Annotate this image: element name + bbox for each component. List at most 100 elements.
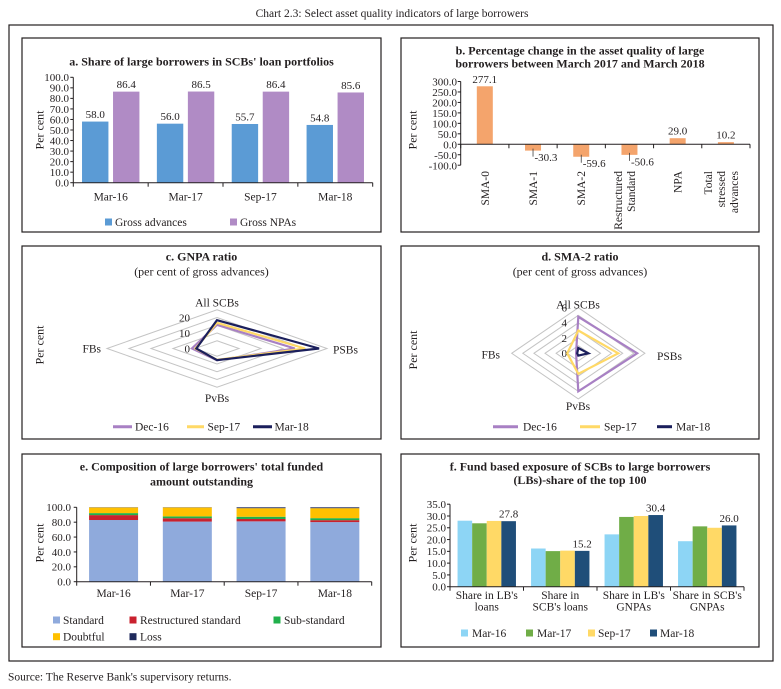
legend-label: Sep-17 (598, 628, 631, 640)
radar-gridline (510, 307, 646, 400)
source-note: Source: The Reserve Bank's supervisory r… (8, 672, 232, 684)
y-tick-label: 30.0 (50, 146, 70, 158)
y-tick-label: 20.0 (50, 156, 70, 168)
legend-swatch-standard (53, 616, 60, 624)
bar-standard (236, 521, 286, 582)
legend-label: Restructured standard (140, 615, 241, 627)
bar-mar-17 (472, 523, 487, 587)
x-category-label: Mar-18 (318, 588, 353, 600)
y-tick-label: 80.0 (52, 517, 72, 529)
y-tick-label: 100.0 (46, 502, 71, 514)
y-tick-label: 150.0 (432, 108, 457, 120)
x-category-label: SMA-2 (576, 171, 588, 206)
legend-label: Doubtful (63, 632, 105, 644)
data-label: 54.8 (310, 112, 330, 124)
x-category-label: Total (703, 171, 715, 194)
x-category-label: Sep-17 (245, 588, 278, 600)
x-category-label: advances (729, 170, 741, 213)
radar-tick-label: 10 (179, 328, 191, 340)
x-category-label: SCB's loans (533, 602, 589, 614)
bar-gross-advances (231, 123, 259, 183)
radar-axis-label: FBs (82, 344, 101, 356)
bar-mar-17 (692, 526, 708, 587)
chart-title-line-2: (LBs)-share of the top 100 (513, 473, 646, 487)
bar-restructured-standard (162, 518, 212, 522)
y-tick-label: 10.0 (50, 167, 70, 179)
chart-title-line-2: amount outstanding (150, 475, 253, 489)
y-tick-label: 50.0 (50, 125, 70, 137)
x-category-label: Restructured (613, 171, 625, 230)
y-tick-label: 0.0 (55, 178, 69, 190)
y-tick-label: 0.0 (432, 582, 446, 594)
bar-bar (476, 86, 493, 145)
chart-subtitle: (per cent of gross advances) (134, 265, 269, 279)
bar-sep-17 (560, 550, 575, 587)
data-label: -59.6 (583, 158, 606, 170)
y-tick-label: -50.0 (434, 150, 457, 162)
panel-border (400, 37, 760, 233)
plot-area: 0.0 20.0 40.0 60.0 80.0 100.0 Mar-16 Mar-17 Sep-… (46, 502, 373, 644)
radar-gridline (171, 332, 263, 365)
y-axis-label: Per cent (406, 330, 420, 370)
data-label: -30.3 (535, 152, 558, 164)
data-label: 15.2 (573, 538, 592, 550)
bar-mar-16 (678, 541, 693, 587)
y-tick-label: 40.0 (50, 135, 70, 147)
chart-title-line-1: e. Composition of large borrowers' total… (80, 460, 324, 474)
bar-mar-17 (545, 551, 561, 587)
data-label: 86.5 (191, 79, 211, 91)
data-label: 56.0 (160, 111, 180, 123)
x-category-label: Sep-17 (244, 192, 277, 204)
chart-subtitle: (per cent of gross advances) (513, 265, 648, 279)
x-category-label: GNPAs (690, 602, 725, 614)
radar-tick-label: 6 (562, 303, 568, 315)
bar-sep-17 (633, 515, 649, 587)
bar-mar-17 (619, 516, 634, 587)
y-axis-label: Per cent (33, 110, 47, 150)
legend-swatch-mar-16 (461, 629, 468, 637)
bar-standard (89, 520, 139, 582)
bar-standard (310, 522, 360, 582)
bar-sep-17 (707, 527, 722, 587)
figure-title: Chart 2.3: Select asset quality indicato… (256, 8, 529, 20)
radar-gridline (105, 309, 329, 388)
radar-tick-label: 0 (185, 343, 191, 355)
bar-doubtful (310, 508, 360, 519)
legend-swatch-loss (129, 633, 137, 641)
y-tick-label: 0.0 (57, 577, 71, 589)
bar-gross-advances (306, 124, 333, 183)
data-label: 30.4 (646, 503, 666, 515)
legend-label: Gross advances (115, 217, 187, 229)
y-tick-label: 15.0 (427, 546, 447, 558)
radar-gridline (193, 340, 241, 357)
panel-f-fund-based-exposure: f. Fund based exposure of SCBs to large … (400, 453, 760, 648)
radar-series-line-dec-16 (574, 314, 640, 394)
chart-title: c. GNPA ratio (166, 250, 237, 264)
bar-bar (573, 144, 590, 157)
x-category-label: Mar-16 (94, 192, 129, 204)
bar-doubtful (236, 508, 286, 517)
chart-title-line-2: borrowers between March 2017 and March 2… (455, 57, 704, 71)
legend-label: Sep-17 (208, 422, 241, 434)
y-tick-label: 35.0 (427, 499, 447, 511)
x-category-label: stressed (716, 171, 728, 208)
plot-area: 0 10 20 All SCBs PSBs PvBs FBs Dec-16 Sep-17 Mar-… (82, 298, 358, 434)
radar-gridline (149, 324, 285, 373)
bar-loss (236, 507, 286, 509)
legend-swatch-gross-npas (230, 218, 237, 226)
data-label: 27.8 (499, 509, 519, 521)
y-tick-label: 20.0 (427, 534, 447, 546)
bar-gross-npas (113, 91, 140, 183)
bar-gross-npas (187, 91, 215, 183)
bar-mar-16 (457, 520, 473, 587)
panel-border (21, 245, 382, 440)
panel-c-gnpa-ratio: c. GNPA ratio (per cent of gross advance… (21, 245, 382, 440)
bar-gross-npas (337, 92, 364, 183)
legend-label: Mar-18 (660, 628, 695, 640)
y-tick-label: 80.0 (50, 93, 70, 105)
legend-label: Dec-16 (523, 422, 557, 434)
panel-border (21, 37, 382, 233)
legend-swatch-doubtful (53, 633, 60, 641)
legend-label: Gross NPAs (240, 217, 297, 229)
outer-frame (8, 24, 774, 662)
